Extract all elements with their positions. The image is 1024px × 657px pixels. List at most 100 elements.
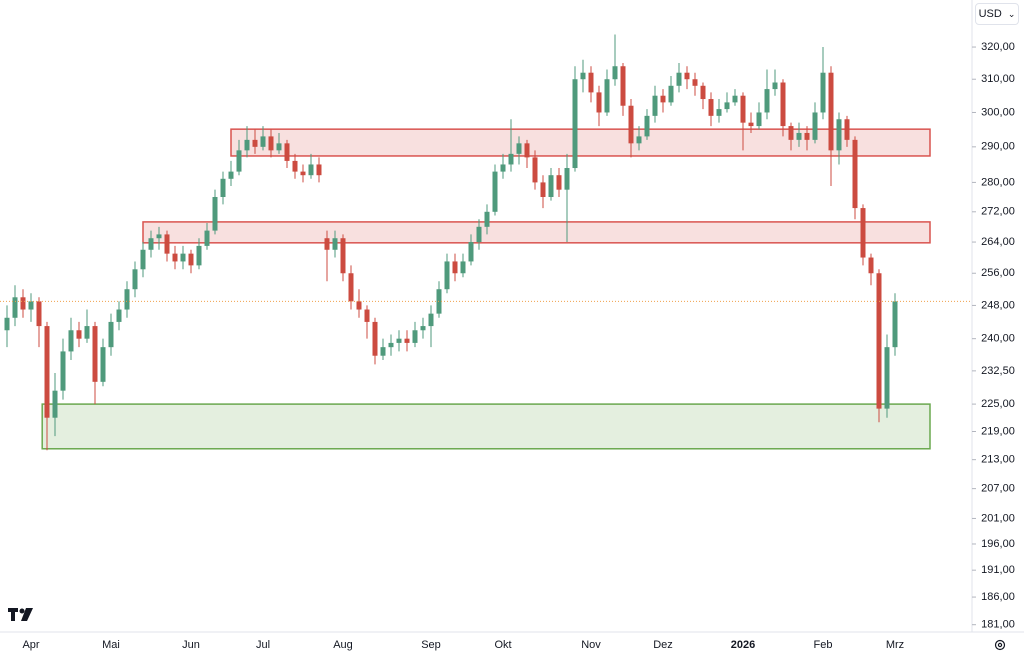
candle-body	[828, 72, 834, 151]
candle-body	[780, 82, 786, 127]
candle-body	[812, 112, 818, 140]
candle-body	[500, 164, 506, 172]
x-tick-label: Mai	[102, 639, 120, 651]
candle-body	[100, 347, 106, 382]
candle-body	[524, 143, 530, 158]
x-tick-label: Aug	[333, 639, 353, 651]
candle-body	[68, 330, 74, 352]
candle-body	[596, 92, 602, 113]
candle-body	[724, 102, 730, 110]
candle-body	[108, 321, 114, 348]
y-tick-label: 240,00	[981, 333, 1015, 345]
candle-body	[164, 234, 170, 254]
candle-body	[748, 122, 754, 127]
x-tick-label: 2026	[731, 639, 755, 651]
candle-body	[444, 261, 450, 290]
x-tick-label: Jun	[182, 639, 200, 651]
candle-body	[132, 269, 138, 290]
candle-body	[212, 196, 218, 231]
y-tick-label: 264,00	[981, 236, 1015, 248]
currency-button[interactable]: USD ⌄	[975, 3, 1019, 25]
candle-body	[12, 297, 18, 318]
y-tick-label: 186,00	[981, 591, 1015, 603]
candle-body	[244, 139, 250, 151]
candle-body	[468, 242, 474, 262]
candle-body	[892, 301, 898, 348]
y-tick-label: 225,00	[981, 398, 1015, 410]
candle-body	[652, 95, 658, 116]
candle-body	[308, 164, 314, 176]
candle-body	[4, 317, 10, 331]
candle-body	[180, 253, 186, 262]
candle-body	[572, 79, 578, 169]
candle-body	[796, 132, 802, 140]
candle-body	[860, 208, 866, 258]
y-tick-label: 300,00	[981, 106, 1015, 118]
candle-body	[844, 119, 850, 140]
candle-body	[388, 342, 394, 348]
y-tick-label: 201,00	[981, 512, 1015, 524]
candle-body	[548, 175, 554, 197]
candle-body	[628, 105, 634, 144]
candle-body	[324, 238, 330, 250]
candle-body	[124, 289, 130, 310]
candle-body	[564, 168, 570, 190]
candle-body	[380, 347, 386, 356]
candle-body	[276, 143, 282, 151]
candle-body	[172, 253, 178, 262]
candle-body	[612, 66, 618, 80]
candle-body	[692, 79, 698, 86]
x-tick-label: Sep	[421, 639, 441, 651]
candle-body	[676, 72, 682, 86]
candle-body	[484, 211, 490, 227]
candle-body	[364, 309, 370, 322]
candle-body	[148, 238, 154, 250]
candle-body	[204, 230, 210, 246]
candle-body	[76, 330, 82, 339]
candle-body	[436, 289, 442, 314]
candle-body	[756, 112, 762, 127]
candle-body	[764, 89, 770, 113]
y-tick-label: 207,00	[981, 483, 1015, 495]
x-tick-label: Jul	[256, 639, 270, 651]
candle-body	[372, 321, 378, 356]
candle-body	[716, 109, 722, 116]
candle-body	[588, 72, 594, 93]
candle-body	[492, 171, 498, 212]
candle-body	[116, 309, 122, 322]
candle-body	[284, 143, 290, 161]
candle-body	[420, 326, 426, 331]
x-tick-label: Dez	[653, 639, 673, 651]
candle-body	[884, 347, 890, 409]
x-tick-label: Nov	[581, 639, 601, 651]
candle-body	[196, 245, 202, 266]
y-tick-label: 320,00	[981, 41, 1015, 53]
candle-body	[580, 72, 586, 80]
y-tick-label: 219,00	[981, 425, 1015, 437]
candle-body	[636, 136, 642, 144]
candle-body	[268, 136, 274, 151]
zone	[230, 128, 931, 157]
y-tick-label: 213,00	[981, 454, 1015, 466]
logo	[8, 608, 33, 621]
candle-body	[60, 351, 66, 391]
candle-body	[732, 95, 738, 103]
y-tick-label: 232,50	[981, 365, 1015, 377]
chevron: ⌄	[1007, 8, 1016, 19]
x-tick-label: Okt	[494, 639, 511, 651]
settings-icon[interactable]	[994, 639, 1006, 651]
zone	[41, 403, 931, 450]
y-tick-label: 310,00	[981, 73, 1015, 85]
candle-body	[476, 226, 482, 243]
candle-body	[396, 338, 402, 343]
candle-body	[804, 132, 810, 140]
x-tick-label: Apr	[22, 639, 39, 651]
candle-body	[36, 301, 42, 327]
candle-body	[44, 326, 50, 418]
y-tick-label: 181,00	[981, 619, 1015, 631]
candle-body	[316, 164, 322, 176]
candle-body	[252, 139, 258, 147]
